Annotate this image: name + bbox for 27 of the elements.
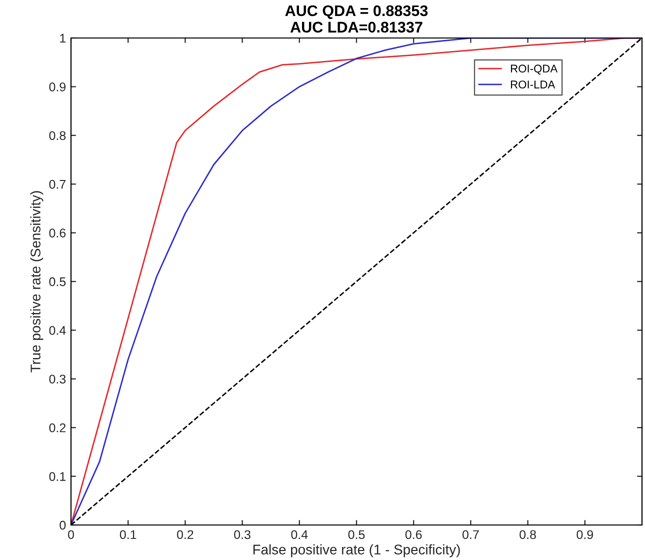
x-tick-label: 0.3 xyxy=(234,530,250,540)
y-tick-label: 0.4 xyxy=(49,326,66,335)
x-tick-label: 0 xyxy=(68,530,74,540)
legend-label: ROI-QDA xyxy=(510,64,558,75)
legend-label: ROI-LDA xyxy=(510,80,556,88)
y-tick-label: 0.2 xyxy=(49,423,66,432)
y-tick-label: 1 xyxy=(60,34,66,43)
x-tick-label: 0.8 xyxy=(520,530,536,540)
x-tick-label: 0.2 xyxy=(177,530,194,540)
y-tick-label: 0.9 xyxy=(49,82,66,92)
line-series xyxy=(71,38,642,525)
y-tick-label: 0.1 xyxy=(49,472,66,481)
y-tick-label: 0.6 xyxy=(49,228,66,238)
y-axis-title: True positive rate (Sensitivity) xyxy=(30,191,44,372)
y-tick-label: 0.7 xyxy=(49,180,66,189)
x-tick-label: 0.4 xyxy=(291,530,308,540)
x-tick-label: 0.1 xyxy=(120,530,136,540)
x-tick-label: 0.6 xyxy=(405,530,422,540)
y-tick-label: 0.5 xyxy=(49,277,66,286)
x-tick-label: 0.7 xyxy=(462,530,479,540)
y-tick-label: 0.3 xyxy=(49,374,66,384)
y-tick-label: 0 xyxy=(60,520,66,530)
y-tick-label: 0.8 xyxy=(49,131,66,140)
x-tick-label: 0.9 xyxy=(576,530,593,540)
x-axis-title: False positive rate (1 - Specificity) xyxy=(253,544,460,558)
chart-title: AUC QDA = 0.88353 AUC LDA=0.81337 xyxy=(285,5,428,33)
x-tick-label: 0.5 xyxy=(348,530,365,540)
